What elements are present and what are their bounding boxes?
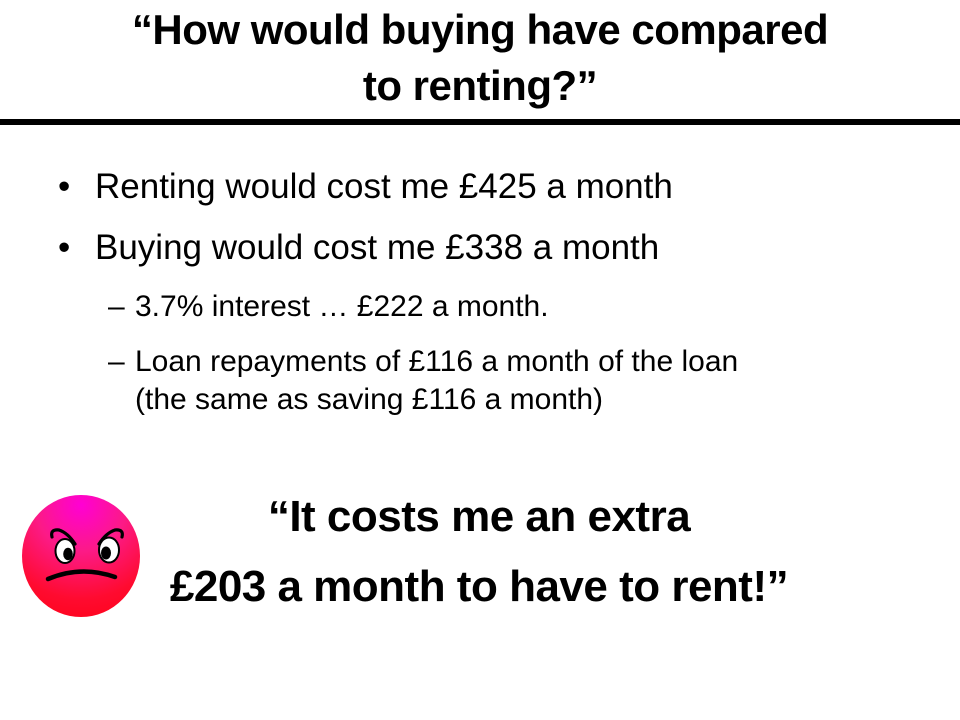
bullet-marker: • bbox=[58, 167, 71, 206]
bullet-list: • Renting would cost me £425 a month • B… bbox=[58, 166, 938, 436]
bullet-text: Renting would cost me £425 a month bbox=[95, 167, 673, 206]
sub-bullet-item: – 3.7% interest … £222 a month. bbox=[108, 288, 938, 326]
title-line-1: “How would buying have compared bbox=[131, 6, 829, 53]
slide-title: “How would buying have compared to renti… bbox=[0, 0, 960, 114]
sub-bullet-marker: – bbox=[108, 345, 125, 378]
quote-line-1: “It costs me an extra bbox=[267, 492, 691, 541]
angry-face-icon bbox=[22, 495, 140, 617]
bullet-item: • Renting would cost me £425 a month bbox=[58, 166, 938, 208]
right-pupil bbox=[101, 546, 111, 560]
quote-line-2: £203 a month to have to rent!” bbox=[169, 562, 789, 611]
bullet-text: Buying would cost me £338 a month bbox=[95, 228, 660, 267]
sub-bullet-item: – Loan repayments of £116 a month of the… bbox=[108, 343, 938, 419]
left-eyebrow bbox=[50, 528, 77, 546]
bullet-marker: • bbox=[58, 228, 71, 267]
left-pupil bbox=[63, 547, 73, 561]
title-line-2: to renting?” bbox=[362, 62, 598, 109]
bullet-item: • Buying would cost me £338 a month bbox=[58, 227, 938, 269]
face-circle bbox=[22, 495, 140, 617]
quote-text: “It costs me an extra £203 a month to ha… bbox=[0, 482, 958, 622]
sub-bullet-text: 3.7% interest … £222 a month. bbox=[135, 290, 549, 323]
frown-mouth bbox=[45, 569, 118, 582]
sub-bullet-marker: – bbox=[108, 290, 125, 323]
title-underline bbox=[0, 119, 960, 125]
right-eyebrow bbox=[97, 528, 124, 546]
sub-bullet-text: Loan repayments of £116 a month of the l… bbox=[135, 345, 739, 416]
